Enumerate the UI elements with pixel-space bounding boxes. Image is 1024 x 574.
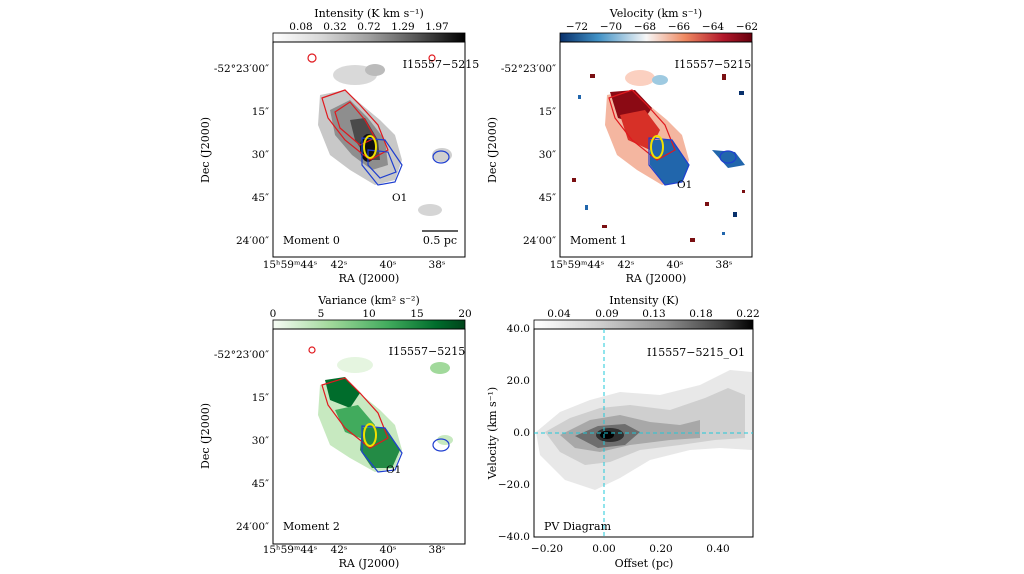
- colorbar-tick: 10: [362, 308, 375, 320]
- colorbar: [559, 32, 753, 43]
- source-name: I15557−5215: [389, 345, 466, 358]
- ra-tick: 40ˢ: [380, 544, 397, 556]
- colorbar-tick: 0.22: [736, 308, 759, 320]
- colorbar-tick: 5: [318, 308, 325, 320]
- colorbar: [272, 32, 466, 43]
- y-axis-label: Dec (J2000): [199, 403, 212, 469]
- pv-contours: [536, 370, 752, 490]
- colorbar-tick: −64: [702, 21, 724, 33]
- ra-tick: 15ʰ59ᵐ44ˢ: [263, 544, 318, 556]
- velocity-map: [605, 70, 745, 185]
- colorbar-title: Velocity (km s⁻¹): [609, 7, 702, 20]
- ra-tick: 42ˢ: [331, 544, 348, 556]
- colorbar-tick: −72: [566, 21, 588, 33]
- colorbar: [533, 319, 754, 330]
- dec-tick: -52°23′00″: [214, 63, 269, 75]
- colorbar-tick: −62: [736, 21, 758, 33]
- colorbar-title: Variance (km² s⁻²): [317, 294, 420, 307]
- y-axis-label: Dec (J2000): [199, 117, 212, 183]
- y-tick: −40.0: [498, 531, 530, 543]
- ra-tick: 42ˢ: [618, 259, 635, 271]
- colorbar-tick: 0.13: [642, 308, 665, 320]
- panel-moment1: Velocity (km s⁻¹) −72 −70 −68 −66 −64 −6…: [486, 7, 758, 285]
- colorbar-tick: 0: [270, 308, 277, 320]
- dec-tick: 30″: [252, 435, 269, 447]
- ra-tick: 40ˢ: [380, 259, 397, 271]
- velocity-speckles: [572, 74, 745, 242]
- dec-tick: 24′00″: [236, 235, 269, 247]
- dec-tick: 24′00″: [236, 521, 269, 533]
- x-axis-label: RA (J2000): [626, 272, 687, 285]
- outflow-label: O1: [386, 464, 401, 476]
- x-tick: 0.20: [649, 543, 672, 555]
- x-axis-label: RA (J2000): [339, 272, 400, 285]
- panel-label: PV Diagram: [544, 520, 612, 533]
- colorbar-tick: 0.04: [547, 308, 571, 320]
- source-name: I15557−5215: [675, 58, 752, 71]
- ra-tick: 15ʰ59ᵐ44ˢ: [550, 259, 605, 271]
- colorbar-tick: 1.29: [391, 21, 414, 33]
- source-name: I15557−5215_O1: [647, 346, 745, 359]
- ra-tick: 15ʰ59ᵐ44ˢ: [263, 259, 318, 271]
- y-axis-label: Velocity (km s⁻¹): [486, 387, 499, 480]
- panel-moment2: Variance (km² s⁻²) 0 5 10 15 20 I15557−5…: [199, 294, 472, 570]
- contours: [308, 346, 450, 473]
- colorbar-tick: 20: [458, 308, 471, 320]
- x-axis-label: Offset (pc): [615, 557, 674, 570]
- emission-map: [318, 64, 452, 216]
- colorbar-tick: 0.72: [357, 21, 380, 33]
- colorbar-tick: −68: [634, 21, 656, 33]
- colorbar-tick: 15: [410, 308, 423, 320]
- colorbar-tick: 0.18: [689, 308, 712, 320]
- variance-map: [318, 357, 453, 472]
- panel-pv: Intensity (K) 0.04 0.09 0.13 0.18 0.22 I…: [486, 294, 760, 570]
- panel-label: Moment 2: [283, 520, 340, 533]
- colorbar-tick: 0.32: [323, 21, 346, 33]
- dec-tick: 45″: [252, 478, 269, 490]
- source-name: I15557−5215: [403, 58, 480, 71]
- dec-tick: 30″: [252, 149, 269, 161]
- outflow-label: O1: [392, 192, 407, 204]
- panel-moment0: Intensity (K km s⁻¹) 0.08 0.32 0.72 1.29…: [199, 7, 479, 285]
- dec-tick: 45″: [539, 192, 556, 204]
- colorbar-title: Intensity (K km s⁻¹): [314, 7, 424, 20]
- contours: [307, 53, 450, 186]
- dec-tick: 15″: [252, 106, 269, 118]
- x-tick: 0.40: [706, 543, 729, 555]
- x-axis-label: RA (J2000): [339, 557, 400, 570]
- dec-tick: 24′00″: [523, 235, 556, 247]
- panel-label: Moment 1: [570, 234, 627, 247]
- dec-tick: -52°23′00″: [501, 63, 556, 75]
- ra-tick: 40ˢ: [667, 259, 684, 271]
- colorbar-tick: −66: [668, 21, 690, 33]
- dec-tick: 15″: [252, 392, 269, 404]
- panel-label: Moment 0: [283, 234, 340, 247]
- ra-tick: 42ˢ: [331, 259, 348, 271]
- contours: [608, 89, 737, 186]
- x-tick: 0.00: [592, 543, 615, 555]
- scale-bar-label: 0.5 pc: [423, 234, 457, 247]
- dec-tick: 30″: [539, 149, 556, 161]
- x-tick: −0.20: [531, 543, 563, 555]
- y-tick: 20.0: [507, 375, 530, 387]
- ra-tick: 38ˢ: [429, 259, 446, 271]
- ra-tick: 38ˢ: [716, 259, 733, 271]
- y-tick: −20.0: [498, 479, 530, 491]
- colorbar-title: Intensity (K): [609, 294, 679, 307]
- y-tick: 40.0: [507, 323, 530, 335]
- dec-tick: 45″: [252, 192, 269, 204]
- colorbar-tick: −70: [600, 21, 622, 33]
- ra-tick: 38ˢ: [429, 544, 446, 556]
- outflow-label: O1: [677, 179, 692, 191]
- colorbar-tick: 1.97: [425, 21, 448, 33]
- dec-tick: 15″: [539, 106, 556, 118]
- colorbar-tick: 0.09: [595, 308, 618, 320]
- colorbar: [272, 319, 466, 330]
- dec-tick: -52°23′00″: [214, 349, 269, 361]
- y-axis-label: Dec (J2000): [486, 117, 499, 183]
- y-tick: 0.0: [513, 427, 530, 439]
- colorbar-tick: 0.08: [289, 21, 312, 33]
